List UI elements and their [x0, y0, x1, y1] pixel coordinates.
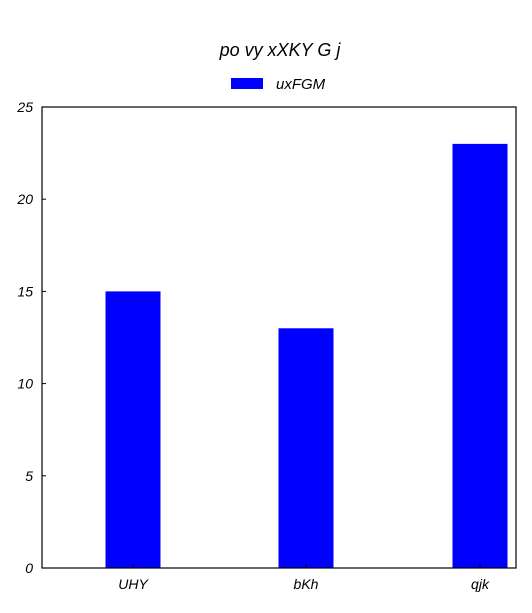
y-tick-label: 0: [25, 560, 33, 576]
bar-qjk: [452, 143, 508, 568]
plot-marks: [105, 143, 508, 568]
legend-swatch: [231, 78, 263, 89]
chart-title: po vy xXKY G j: [219, 40, 342, 60]
bar-UHY: [105, 291, 161, 568]
y-tick-label: 25: [16, 99, 33, 115]
x-tick-label: UHY: [118, 576, 149, 592]
x-tick-label: qjk: [471, 576, 490, 592]
legend: uxFGM: [231, 76, 326, 93]
y-tick-label: 5: [25, 468, 33, 484]
plot-frame: [41, 106, 517, 569]
bar-bKh: [278, 328, 334, 568]
x-axis: UHY bKh qjk: [118, 564, 490, 592]
legend-label: uxFGM: [276, 76, 326, 93]
y-tick-label: 10: [17, 376, 33, 392]
y-tick-label: 15: [17, 283, 33, 299]
y-tick-label: 20: [16, 191, 33, 207]
y-axis: 0 5 10 15 20 25: [16, 99, 46, 576]
x-tick-label: bKh: [294, 576, 319, 592]
